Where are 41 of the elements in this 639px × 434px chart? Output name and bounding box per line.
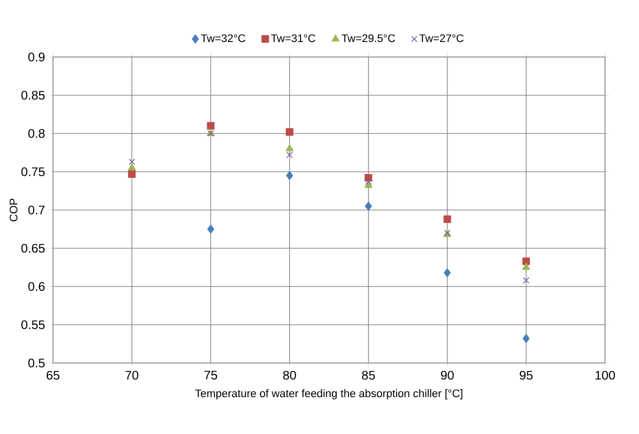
legend-label: Tw=27°C [419,34,464,42]
x-tick-label: 85 [362,370,375,380]
legend-label: Tw=31°C [271,34,316,42]
point [285,144,294,152]
legend-label: Tw=32°C [201,34,246,42]
legend-label: Tw=29.5°C [342,34,396,42]
x-axis-title: Temperature of water feeding the absorption chiller [°C] [195,389,462,400]
point [522,277,530,284]
point [522,334,530,344]
point [444,215,452,223]
x-tick-label: 90 [440,370,454,380]
x-tick-label: 100 [596,370,615,380]
y-tick-label: 0.65 [21,244,45,253]
point [128,163,136,170]
point [364,201,372,211]
x-tick-label: 70 [126,370,138,380]
y-axis-title: COP [10,198,18,222]
point [286,128,294,136]
x-tick-label: 75 [204,370,218,380]
point [128,158,136,166]
point [207,224,214,234]
x-tick-label: 65 [46,370,60,380]
x-tick-label: 95 [520,370,533,380]
y-tick-label: 0.85 [21,90,45,100]
y-tick-label: 0.7 [28,206,45,214]
y-tick-label: 0.55 [21,320,45,330]
point [128,170,136,178]
point [522,262,530,270]
y-tick-label: 0.75 [21,167,45,176]
point [365,178,372,185]
y-tick-label: 0.5 [28,358,45,368]
y-tick-label: 0.6 [28,282,45,291]
point [444,268,451,278]
point [364,180,373,188]
point [286,170,294,180]
point [206,122,215,130]
point [286,152,293,158]
y-tick-label: 0.9 [28,52,45,62]
x-tick-label: 80 [283,370,296,380]
point [522,257,530,266]
y-tick-label: 0.8 [28,129,45,138]
